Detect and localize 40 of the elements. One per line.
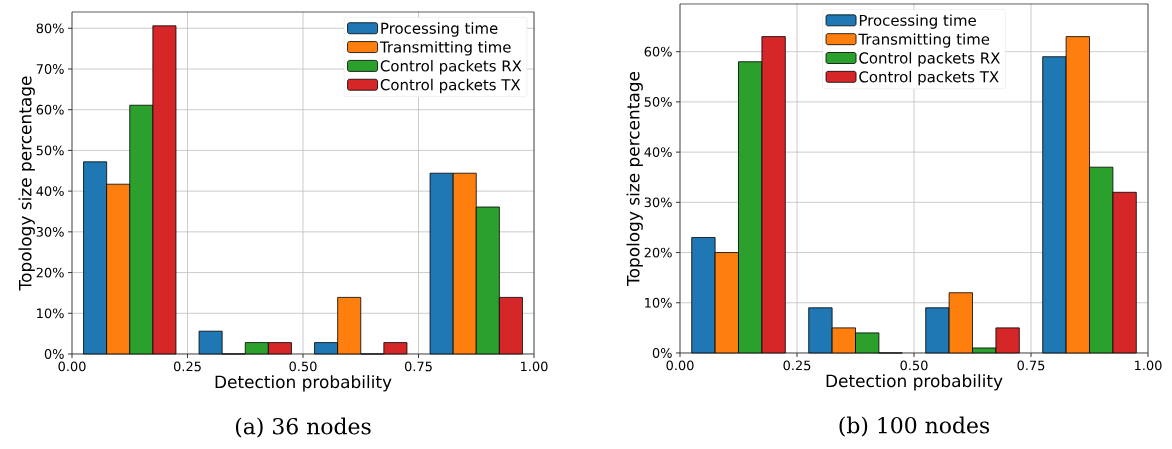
y-tick-label: 50% xyxy=(36,145,64,156)
y-tick-label: 20% xyxy=(644,247,672,258)
x-tick-label: 1.00 xyxy=(1135,360,1162,371)
y-tick-label: 0% xyxy=(652,348,672,358)
y-tick-label: 60% xyxy=(644,46,672,57)
y-tick-label: 50% xyxy=(644,97,672,107)
legend-label: Control packets RX xyxy=(380,59,522,75)
x-tick-label: 0.25 xyxy=(173,361,201,372)
y-tick-label: 70% xyxy=(36,64,64,74)
legend-label: Processing time xyxy=(381,22,498,37)
legend-label: Transmitting time xyxy=(379,41,511,56)
y-tick-label: 10% xyxy=(645,297,672,308)
y-axis-title: Topology size percentage xyxy=(18,76,35,291)
y-tick-label: 60% xyxy=(36,104,64,115)
y-tick-label: 40% xyxy=(644,147,672,158)
legend-label: Control packets TX xyxy=(859,70,999,86)
y-tick-label: 40% xyxy=(36,186,64,197)
y-tick-label: 30% xyxy=(644,197,672,208)
legend-label: Control packets TX xyxy=(380,78,521,94)
y-tick-label: 0% xyxy=(44,349,64,359)
y-tick-label: 30% xyxy=(36,226,64,237)
text: (a) 36 nodes xyxy=(235,417,371,438)
legend-label: Control packets RX xyxy=(859,52,1000,67)
legend-label: Processing time xyxy=(859,14,976,29)
x-axis-title: Detection probability xyxy=(826,374,1003,391)
x-tick-label: 1.00 xyxy=(521,361,548,372)
x-tick-label: 0.00 xyxy=(58,361,86,372)
legend-label: Transmitting time xyxy=(858,33,990,48)
x-tick-label: 0.25 xyxy=(783,360,811,371)
x-tick-label: 0.75 xyxy=(404,361,432,372)
x-axis-title: Detection probability xyxy=(215,375,392,392)
x-tick-label: 0.75 xyxy=(1017,360,1045,371)
x-tick-label: 0.00 xyxy=(666,360,694,371)
x-tick-label: 0.50 xyxy=(900,360,928,371)
y-tick-label: 20% xyxy=(36,267,64,278)
x-tick-label: 0.50 xyxy=(289,361,317,372)
text: (b) 100 nodes xyxy=(839,416,990,437)
y-axis-title: Topology size percentage xyxy=(626,71,643,286)
y-tick-label: 10% xyxy=(37,308,64,319)
y-tick-label: 80% xyxy=(36,23,64,34)
